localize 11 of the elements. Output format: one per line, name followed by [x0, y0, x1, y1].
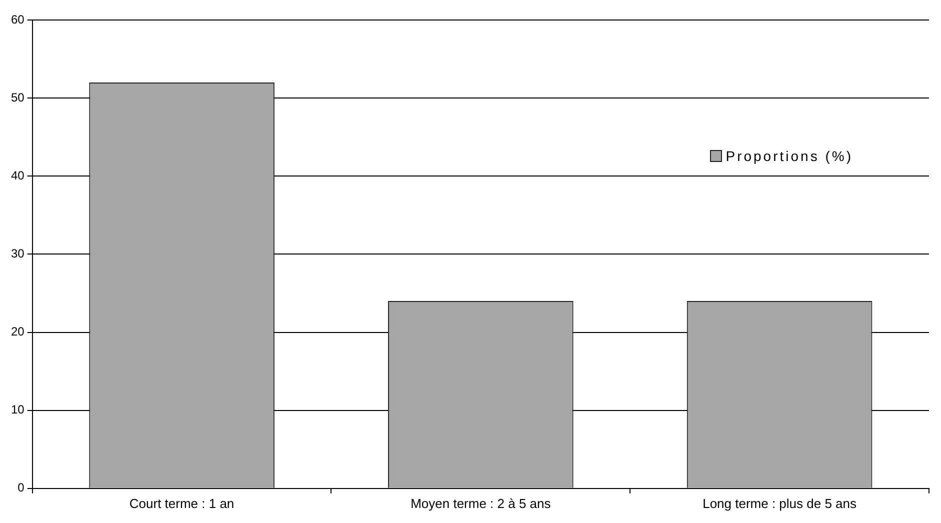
y-tick-label: 50: [10, 90, 25, 104]
x-tick-label: Moyen terme : 2 à 5 ans: [410, 496, 552, 511]
y-tick-label: 10: [10, 402, 25, 417]
x-tick-label: Court terme : 1 an: [129, 496, 234, 511]
y-tick-label: 40: [10, 168, 25, 182]
legend-label: Proportions (%): [726, 148, 853, 164]
y-tick-label: 0: [18, 480, 25, 495]
y-tick-label: 30: [10, 246, 25, 261]
x-tick-label: Long terme : plus de 5 ans: [702, 496, 858, 511]
y-tick-label: 60: [10, 12, 25, 26]
y-tick-label: 20: [10, 324, 25, 339]
